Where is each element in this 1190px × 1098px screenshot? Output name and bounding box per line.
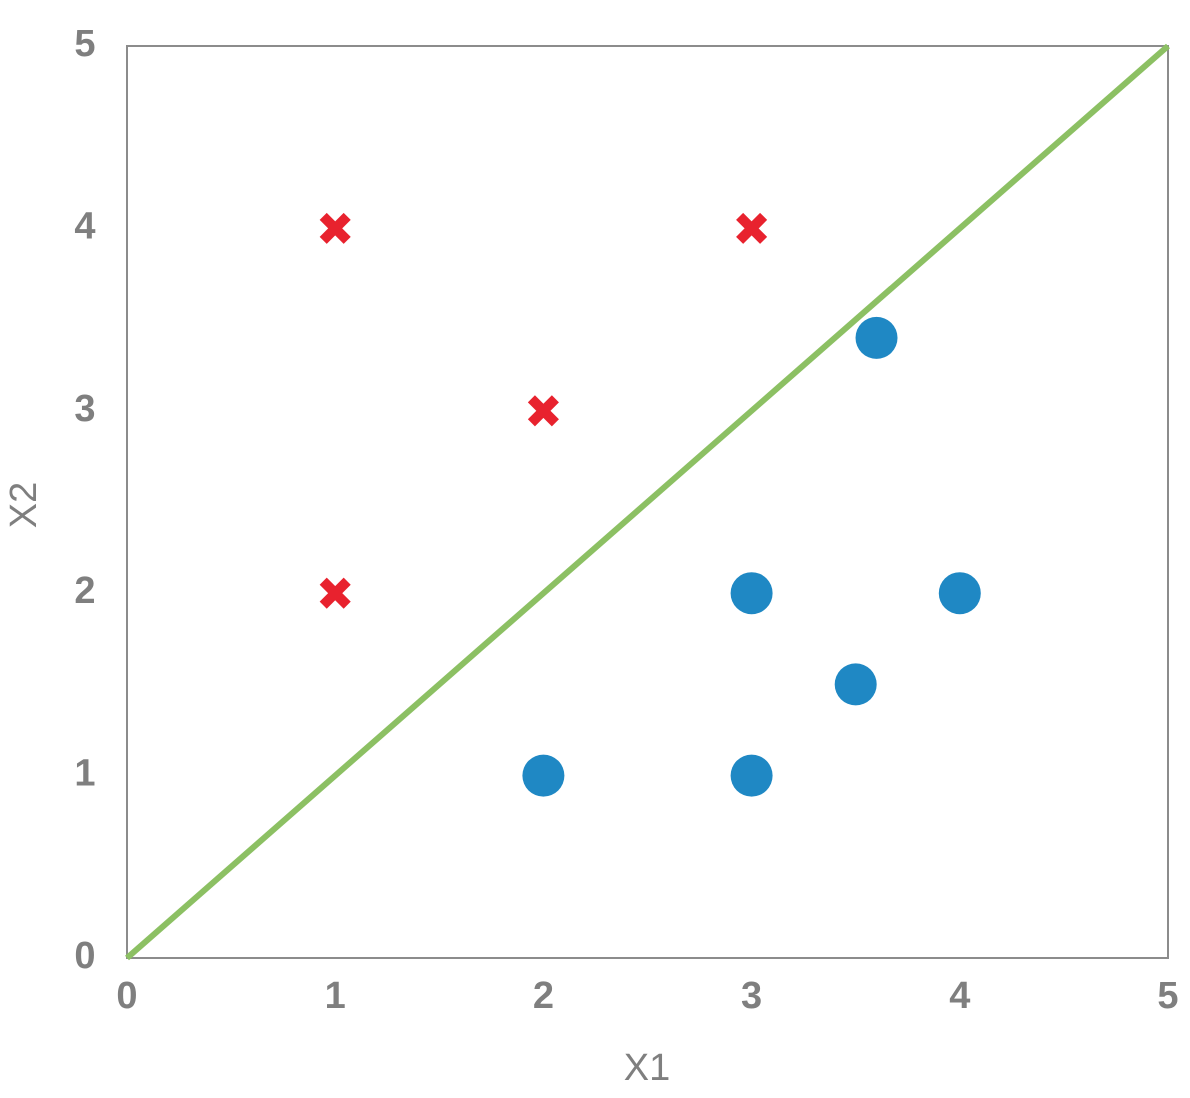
- point: [736, 212, 768, 244]
- y-tick-label: 1: [74, 753, 95, 795]
- point: [730, 572, 773, 615]
- point: [730, 754, 773, 797]
- y-tick-label: 5: [74, 23, 95, 65]
- point: [319, 577, 351, 609]
- x-axis-title: X1: [624, 1047, 670, 1089]
- plot-frame: [126, 45, 1169, 959]
- y-tick-label: 4: [74, 205, 95, 247]
- y-tick-label: 2: [74, 570, 95, 612]
- y-axis-title: X2: [3, 482, 45, 528]
- point: [319, 212, 351, 244]
- line: [125, 43, 1170, 961]
- point: [855, 316, 898, 359]
- point: [522, 754, 565, 797]
- x-tick-label: 4: [949, 975, 970, 1017]
- x-tick-label: 3: [741, 975, 762, 1017]
- x-tick-label: 5: [1157, 975, 1178, 1017]
- point: [527, 395, 559, 427]
- x-tick-label: 0: [116, 975, 137, 1017]
- point: [938, 572, 981, 615]
- x-tick-label: 2: [533, 975, 554, 1017]
- y-tick-label: 0: [74, 935, 95, 977]
- y-tick-label: 3: [74, 388, 95, 430]
- x-tick-label: 1: [325, 975, 346, 1017]
- point: [834, 663, 877, 706]
